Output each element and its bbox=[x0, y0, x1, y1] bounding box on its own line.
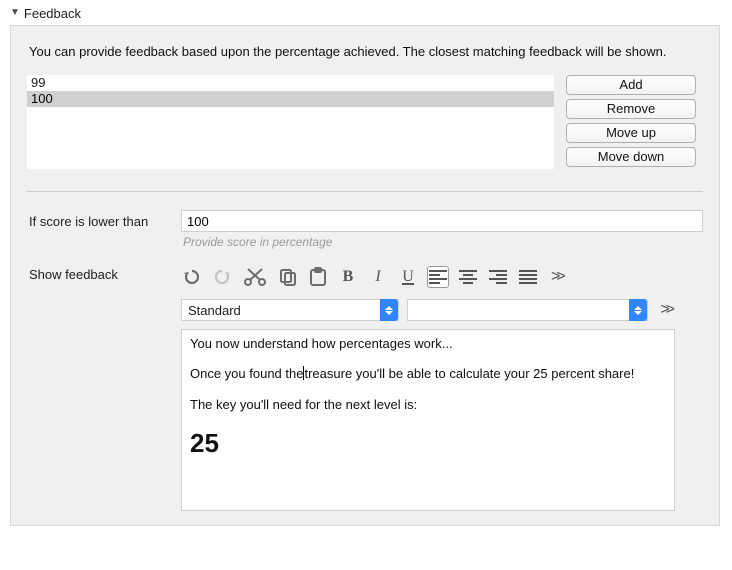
italic-icon[interactable]: I bbox=[367, 266, 389, 288]
dropdown-arrows-icon bbox=[380, 299, 398, 321]
toolbar-more-icon[interactable]: >> bbox=[547, 268, 566, 286]
feedback-panel: You can provide feedback based upon the … bbox=[10, 25, 720, 526]
add-button[interactable]: Add bbox=[566, 75, 696, 95]
paragraph-style-select[interactable]: Standard bbox=[181, 299, 399, 321]
align-center-icon[interactable] bbox=[457, 266, 479, 288]
score-label: If score is lower than bbox=[27, 214, 175, 229]
align-right-icon[interactable] bbox=[487, 266, 509, 288]
section-title: Feedback bbox=[24, 6, 81, 21]
editor-paragraph: Once you found thetreasure you'll be abl… bbox=[190, 366, 666, 382]
thresholds-row: 99 100 Add Remove Move up Move down bbox=[27, 75, 703, 169]
score-row: If score is lower than bbox=[27, 210, 703, 232]
intro-text: You can provide feedback based upon the … bbox=[29, 44, 703, 59]
score-hint: Provide score in percentage bbox=[183, 235, 703, 249]
copy-icon[interactable] bbox=[277, 266, 299, 288]
font-family-select[interactable] bbox=[407, 299, 648, 321]
editor-toolbar-selects: Standard >> bbox=[181, 299, 675, 321]
bold-icon[interactable]: B bbox=[337, 266, 359, 288]
feedback-editor[interactable]: You now understand how percentages work.… bbox=[181, 329, 675, 511]
underline-icon[interactable]: U bbox=[397, 266, 419, 288]
toolbar-more-icon[interactable]: >> bbox=[656, 301, 675, 319]
section-header[interactable]: ▼ Feedback bbox=[0, 0, 732, 25]
move-up-button[interactable]: Move up bbox=[566, 123, 696, 143]
dropdown-arrows-icon bbox=[629, 299, 647, 321]
divider bbox=[27, 191, 703, 192]
show-feedback-label: Show feedback bbox=[27, 263, 175, 282]
list-item[interactable]: 99 bbox=[27, 75, 554, 91]
rich-editor: B I U >> Standard bbox=[181, 263, 675, 511]
editor-paragraph: You now understand how percentages work.… bbox=[190, 336, 666, 352]
editor-key-value: 25 bbox=[190, 427, 666, 460]
remove-button[interactable]: Remove bbox=[566, 99, 696, 119]
list-item[interactable]: 100 bbox=[27, 91, 554, 107]
move-down-button[interactable]: Move down bbox=[566, 147, 696, 167]
score-input[interactable] bbox=[181, 210, 703, 232]
paragraph-style-value: Standard bbox=[182, 303, 380, 318]
redo-icon[interactable] bbox=[211, 266, 233, 288]
editor-paragraph: The key you'll need for the next level i… bbox=[190, 397, 666, 413]
undo-icon[interactable] bbox=[181, 266, 203, 288]
cut-icon[interactable] bbox=[241, 266, 269, 288]
editor-toolbar-main: B I U >> bbox=[181, 263, 675, 291]
disclosure-triangle-icon[interactable]: ▼ bbox=[10, 7, 20, 18]
align-left-icon[interactable] bbox=[427, 266, 449, 288]
align-justify-icon[interactable] bbox=[517, 266, 539, 288]
list-buttons: Add Remove Move up Move down bbox=[566, 75, 696, 167]
paste-icon[interactable] bbox=[307, 266, 329, 288]
thresholds-list[interactable]: 99 100 bbox=[27, 75, 554, 169]
editor-row: Show feedback B I bbox=[27, 263, 703, 511]
